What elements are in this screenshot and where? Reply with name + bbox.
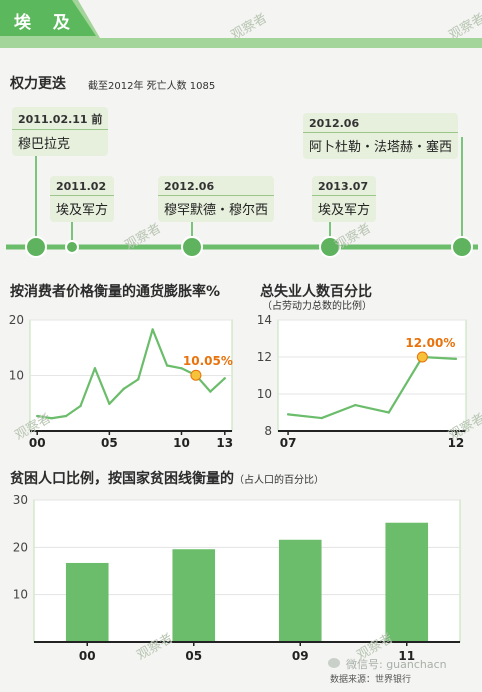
- timeline-event-date: 2012.06: [164, 180, 215, 193]
- bar: [65, 562, 109, 642]
- unemployment-chart: 8 10 12 14 07 12 12.00%: [257, 313, 467, 450]
- data-point: [387, 411, 390, 414]
- data-point: [286, 413, 290, 416]
- timeline-event-name: 穆罕默德・穆尔西: [158, 195, 275, 222]
- data-point: [64, 414, 68, 418]
- bar: [172, 549, 216, 642]
- timeline-title: 权力更迭: [10, 76, 66, 92]
- timeline-subtitle: 截至2012年 死亡人数 1085: [88, 81, 216, 92]
- x-tick-label: 13: [216, 436, 233, 450]
- x-tick-label: 00: [79, 649, 96, 663]
- poverty-chart-title-text: 贫困人口比例，按国家贫困线衡量的: [10, 471, 234, 487]
- data-point: [180, 367, 183, 370]
- timeline-event-date: 2012.06: [309, 117, 360, 130]
- inflation-chart-title: 按消费者价格衡量的通货膨胀率%: [10, 284, 221, 300]
- data-point: [209, 390, 212, 393]
- y-tick-label: 30: [13, 493, 28, 507]
- data-point: [108, 402, 111, 406]
- timeline-node: [181, 236, 203, 258]
- timeline-event-date: 2011.02.11 前: [18, 113, 103, 126]
- x-tick-label: 11: [398, 649, 415, 663]
- data-point: [36, 414, 39, 418]
- timeline-event-box: 2011.02.11 前 穆巴拉克: [12, 107, 109, 156]
- data-point: [151, 328, 154, 331]
- poverty-chart-subtitle: （占人口的百分比）: [234, 475, 324, 486]
- poverty-chart-title: 贫困人口比例，按国家贫困线衡量的（占人口的百分比）: [10, 468, 324, 488]
- y-tick-label: 8: [264, 424, 272, 438]
- header-band: [0, 0, 482, 48]
- timeline-node: [451, 236, 473, 258]
- wechat-icon: [328, 658, 340, 668]
- x-tick-label: 12: [448, 436, 465, 450]
- data-point: [223, 377, 226, 380]
- bar: [278, 539, 322, 642]
- data-point: [50, 417, 53, 420]
- timeline-event-name: 埃及军方: [50, 195, 115, 222]
- y-tick-label: 20: [9, 313, 24, 327]
- page-title: 埃 及: [14, 13, 78, 33]
- x-tick-label: 07: [280, 436, 297, 450]
- timeline-node: [65, 240, 79, 254]
- timeline-event-date: 2011.02: [56, 180, 107, 193]
- data-point: [122, 387, 125, 391]
- source-note: 数据来源：世界银行: [330, 675, 412, 685]
- data-point: [454, 357, 458, 361]
- data-point: [79, 404, 82, 408]
- timeline-event-box: 2012.06 阿卜杜勒・法塔赫・塞西: [303, 113, 459, 159]
- y-tick-label: 14: [257, 313, 272, 327]
- plot-area: [277, 319, 467, 432]
- annotation-label: 10.05%: [183, 354, 233, 368]
- timeline-node: [25, 236, 47, 258]
- data-point: [354, 403, 357, 407]
- data-point: [93, 367, 97, 370]
- x-tick-label: 00: [29, 436, 46, 450]
- timeline-event-box: 2011.02 埃及军方: [50, 176, 115, 222]
- inflation-chart: 10 20 00 05 10 13 10.05%: [9, 313, 233, 450]
- unemployment-chart-subtitle: （占劳动力总数的比例）: [262, 301, 372, 312]
- highlight-point: [190, 369, 202, 381]
- highlight-point: [416, 351, 428, 363]
- timeline-event-box: 2012.06 穆罕默德・穆尔西: [158, 176, 275, 222]
- x-tick-label: 05: [101, 436, 118, 450]
- x-tick-label: 09: [292, 649, 309, 663]
- timeline-node: [319, 236, 341, 258]
- unemployment-chart-title: 总失业人数百分比: [260, 284, 372, 300]
- y-tick-label: 20: [13, 540, 28, 554]
- y-tick-label: 10: [9, 369, 24, 383]
- timeline-event-box: 2013.07 埃及军方: [312, 176, 377, 222]
- timeline-event-name: 埃及军方: [312, 195, 377, 222]
- annotation-label: 12.00%: [405, 336, 455, 350]
- x-tick-label: 10: [173, 436, 190, 450]
- y-tick-label: 10: [257, 387, 272, 401]
- data-point: [137, 378, 140, 381]
- poverty-chart: 10 20 30 00 05 09 11: [13, 493, 461, 663]
- data-point: [320, 416, 323, 420]
- wechat-id: 微信号: guanchacn: [346, 658, 447, 671]
- y-tick-label: 12: [257, 350, 272, 364]
- timeline-event-name: 穆巴拉克: [12, 129, 109, 156]
- timeline-event-date: 2013.07: [318, 180, 369, 193]
- bar: [385, 522, 429, 642]
- data-point: [165, 364, 169, 367]
- x-tick-label: 05: [185, 649, 202, 663]
- series-line: [287, 355, 456, 420]
- y-tick-label: 10: [13, 588, 28, 602]
- timeline-event-name: 阿卜杜勒・法塔赫・塞西: [303, 132, 459, 159]
